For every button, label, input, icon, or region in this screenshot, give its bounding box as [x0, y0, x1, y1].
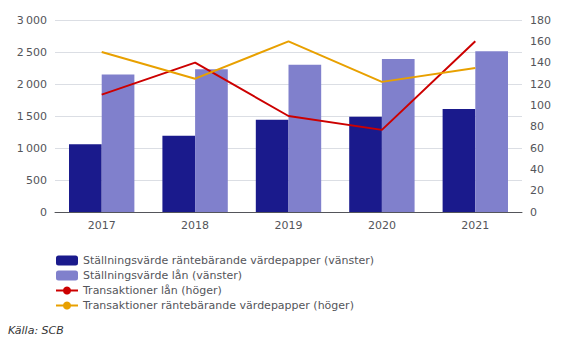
svg-text:100: 100	[530, 99, 551, 112]
svg-text:60: 60	[530, 142, 544, 155]
svg-text:Transaktioner räntebärande vär: Transaktioner räntebärande värdepapper (…	[82, 299, 354, 312]
svg-text:80: 80	[530, 120, 544, 133]
svg-text:40: 40	[530, 163, 544, 176]
svg-text:Transaktioner lån (höger): Transaktioner lån (höger)	[82, 284, 222, 297]
svg-text:2019: 2019	[275, 219, 303, 232]
svg-text:160: 160	[530, 35, 551, 48]
svg-text:1 500: 1 500	[17, 110, 47, 123]
svg-text:2017: 2017	[88, 219, 116, 232]
svg-text:3 000: 3 000	[17, 14, 47, 27]
svg-text:0: 0	[40, 206, 47, 219]
svg-text:140: 140	[530, 56, 551, 69]
svg-text:500: 500	[26, 174, 47, 187]
svg-text:1 000: 1 000	[17, 142, 47, 155]
svg-text:2018: 2018	[181, 219, 209, 232]
svg-text:2020: 2020	[368, 219, 396, 232]
svg-text:0: 0	[530, 206, 537, 219]
svg-text:120: 120	[530, 78, 551, 91]
svg-text:2021: 2021	[461, 219, 489, 232]
svg-text:2 500: 2 500	[17, 46, 47, 59]
svg-text:180: 180	[530, 14, 551, 27]
svg-text:Källa: SCB: Källa: SCB	[8, 324, 64, 337]
svg-text:2 000: 2 000	[17, 78, 47, 91]
svg-text:20: 20	[530, 184, 544, 197]
svg-text:Ställningsvärde räntebärande v: Ställningsvärde räntebärande värdepapper…	[83, 254, 374, 267]
svg-text:Ställningsvärde lån (vänster): Ställningsvärde lån (vänster)	[83, 269, 242, 282]
